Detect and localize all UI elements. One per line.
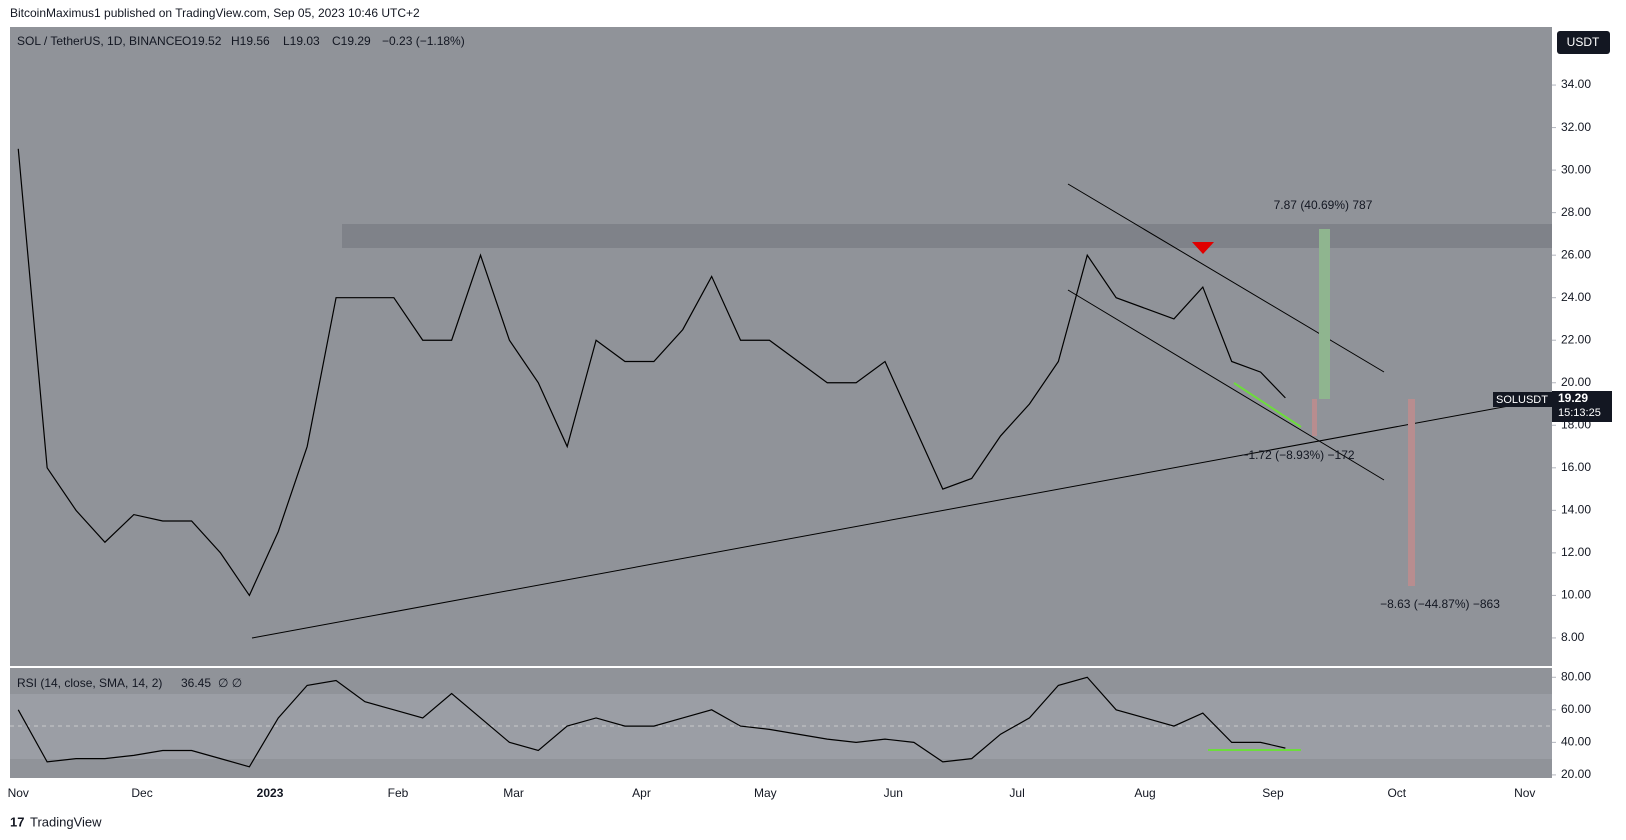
symbol-tag-label: SOLUSDT bbox=[1496, 394, 1548, 406]
price-tag-countdown: 15:13:25 bbox=[1558, 407, 1601, 419]
legend-high: H19.56 bbox=[231, 34, 270, 48]
y-tick-label: 8.00 bbox=[1561, 630, 1585, 644]
rsi-label: RSI (14, close, SMA, 14, 2) bbox=[17, 676, 162, 690]
legend: SOL / TetherUS, 1D, BINANCE O19.52 H19.5… bbox=[17, 34, 465, 48]
x-tick-label: 2023 bbox=[257, 786, 284, 800]
y-tick-label: 60.00 bbox=[1561, 702, 1591, 716]
header-title: BitcoinMaximus1 published on TradingView… bbox=[10, 6, 420, 20]
x-tick-label: May bbox=[754, 786, 777, 800]
footer-logo: 17 bbox=[10, 814, 24, 829]
divergence-line bbox=[1233, 382, 1302, 428]
legend-open: O19.52 bbox=[182, 34, 222, 48]
legend-close: C19.29 bbox=[332, 34, 371, 48]
y-tick-label: 22.00 bbox=[1561, 332, 1591, 346]
price-pane bbox=[10, 27, 1552, 666]
series-line bbox=[17, 676, 1286, 768]
x-tick-label: Jun bbox=[884, 786, 903, 800]
annotation: 7.87 (40.69%) 787 bbox=[1274, 198, 1373, 212]
resistance-zone bbox=[342, 224, 1552, 248]
x-tick-label: Nov bbox=[8, 786, 29, 800]
y-tick-label: 40.00 bbox=[1561, 735, 1591, 749]
symbol-tag bbox=[1493, 392, 1552, 407]
support-line bbox=[251, 397, 1553, 639]
x-tick-label: Nov bbox=[1514, 786, 1535, 800]
y-tick-label: 80.00 bbox=[1561, 669, 1591, 683]
legend-low: L19.03 bbox=[283, 34, 320, 48]
y-tick-label: 28.00 bbox=[1561, 205, 1591, 219]
annotation: −1.72 (−8.93%) −172 bbox=[1241, 448, 1354, 462]
x-tick-label: Aug bbox=[1134, 786, 1155, 800]
y-tick-label: 26.00 bbox=[1561, 247, 1591, 261]
series-line bbox=[17, 148, 1286, 597]
currency-label[interactable]: USDT bbox=[1567, 35, 1600, 49]
y-tick-label: 24.00 bbox=[1561, 290, 1591, 304]
price-tag-value: 19.29 bbox=[1558, 391, 1588, 405]
x-tick-label: Mar bbox=[503, 786, 524, 800]
y-tick-label: 34.00 bbox=[1561, 77, 1591, 91]
y-tick-label: 16.00 bbox=[1561, 460, 1591, 474]
y-tick-label: 20.00 bbox=[1561, 375, 1591, 389]
channel-lower bbox=[1067, 289, 1385, 481]
x-tick-label: Feb bbox=[388, 786, 409, 800]
currency-button[interactable] bbox=[1557, 31, 1610, 54]
x-tick-label: Apr bbox=[632, 786, 651, 800]
y-tick-label: 32.00 bbox=[1561, 120, 1591, 134]
legend-change: −0.23 (−1.18%) bbox=[382, 34, 465, 48]
y-tick-label: 12.00 bbox=[1561, 545, 1591, 559]
channel-upper bbox=[1067, 183, 1385, 373]
x-tick-label: Oct bbox=[1387, 786, 1406, 800]
y-tick-label: 30.00 bbox=[1561, 162, 1591, 176]
rsi-extra: ∅ ∅ bbox=[218, 676, 242, 690]
target-bar bbox=[1319, 229, 1330, 399]
legend-symbol: SOL / TetherUS, 1D, BINANCE bbox=[17, 34, 182, 48]
y-tick-label: 20.00 bbox=[1561, 767, 1591, 781]
x-tick-label: Sep bbox=[1262, 786, 1284, 800]
footer-brand: TradingView bbox=[30, 814, 102, 829]
red-triangle bbox=[1192, 242, 1214, 254]
y-tick-label: 10.00 bbox=[1561, 588, 1591, 602]
stop-bar bbox=[1312, 399, 1317, 436]
annotation: −8.63 (−44.87%) −863 bbox=[1380, 597, 1500, 611]
x-tick-label: Dec bbox=[131, 786, 152, 800]
x-tick-label: Jul bbox=[1009, 786, 1024, 800]
rsi-value: 36.45 bbox=[181, 676, 211, 690]
downside-bar bbox=[1408, 399, 1415, 586]
y-tick-label: 14.00 bbox=[1561, 503, 1591, 517]
y-tick-label: 18.00 bbox=[1561, 417, 1591, 431]
price-tag bbox=[1552, 391, 1612, 422]
